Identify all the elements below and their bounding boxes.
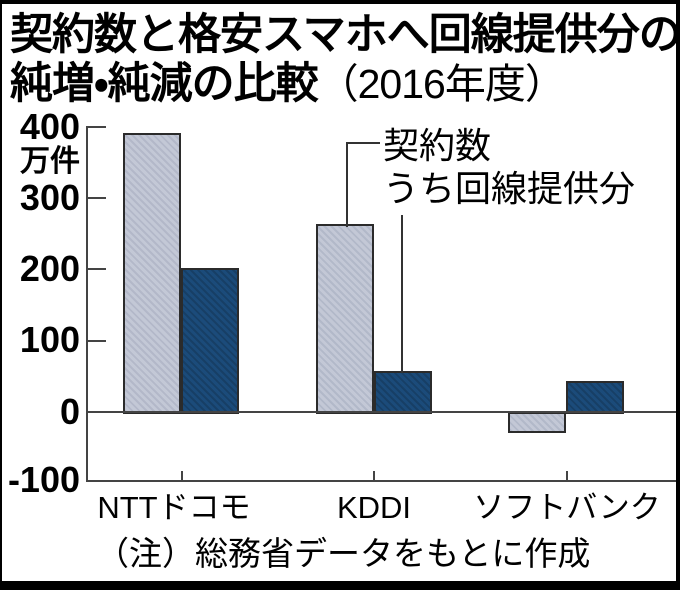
y-tick-300 [88,197,106,199]
legend-label-series2: うち回線提供分 [383,168,636,209]
y-label-0: 0 [59,391,80,432]
y-label-100: 100 [19,319,80,360]
bar-ソフトバンク-うち回線提供分 [566,380,624,414]
y-axis-unit: 万件 [20,145,80,178]
x-axis-line [86,480,676,482]
chart-title-line1: 契約数と格安スマホへ回線提供分の [10,11,680,59]
bars-layer [2,4,676,581]
y-tick-400 [88,126,106,128]
bar-KDDI-契約数 [316,223,374,414]
x-tick-nttdocomo [181,471,183,480]
y-tick-200 [88,268,106,270]
y-label-neg100: -100 [7,459,80,500]
legend-connector-series1-vertical [346,142,348,227]
chart-title-line2: 純増・純減の比較 [10,60,319,108]
x-label-kddi: KDDI [336,490,412,525]
legend-label-series1: 契約数 [383,125,492,166]
y-label-400: 400 [19,106,80,147]
x-label-softbank: ソフトバンク [473,490,661,525]
bar-KDDI-うち回線提供分 [374,371,432,414]
source-note: （注）総務省データをもとに作成 [96,535,591,572]
x-tick-softbank [566,471,568,480]
x-tick-kddi [373,471,375,480]
y-tick-100 [88,340,106,342]
chart-title-year: （2016年度） [317,61,566,107]
y-label-200: 200 [19,248,80,289]
zero-baseline [86,411,676,413]
bar-NTTドコモ-うち回線提供分 [181,267,239,414]
legend-connector-series2-vertical [401,215,403,373]
chart-title: 契約数と格安スマホへ回線提供分の 純増・純減の比較（2016年度） [10,11,680,109]
bar-NTTドコモ-契約数 [123,133,181,414]
y-axis-line [86,126,88,482]
y-label-300: 300 [19,177,80,218]
bar-ソフトバンク-契約数 [508,412,566,434]
legend-connector-series1-horizontal [346,142,380,144]
x-label-nttdocomo: NTTドコモ [97,490,251,525]
